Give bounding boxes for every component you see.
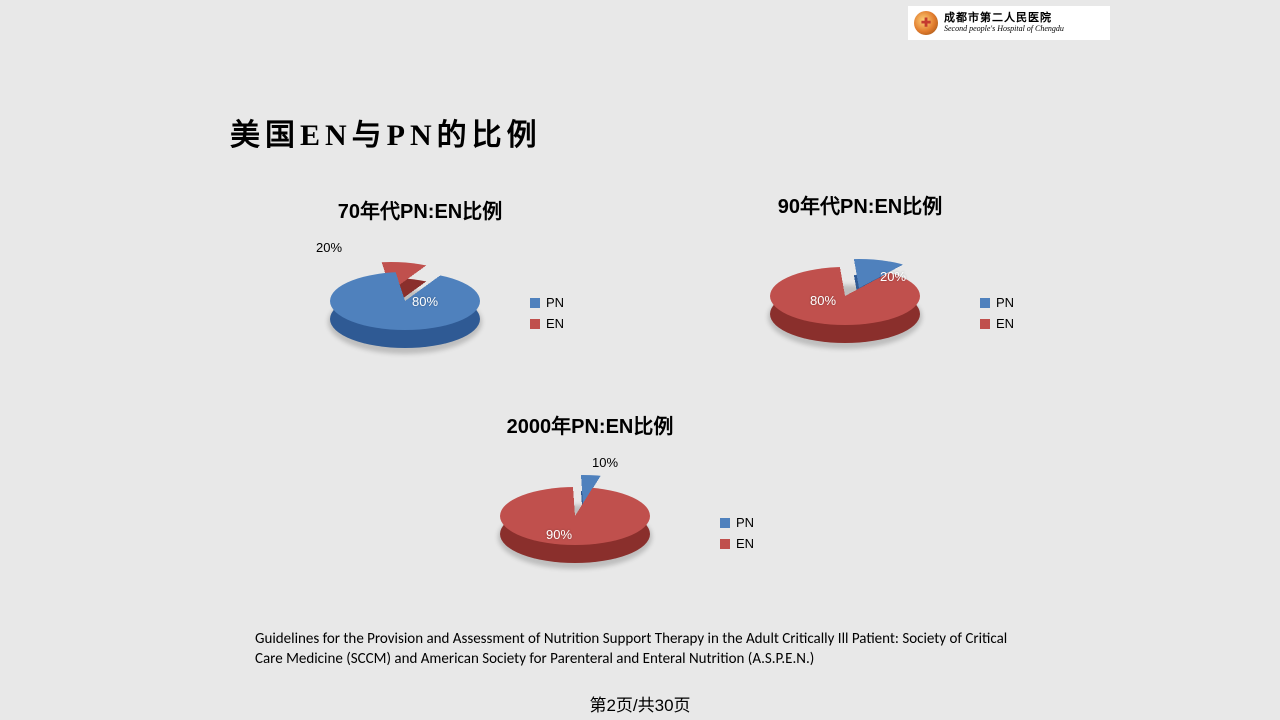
chart-2000: 2000年PN:EN比例 10% 90% (470, 410, 710, 577)
chart-2000-pn-label: 10% (592, 455, 618, 470)
chart-70s-pn-label: 80% (412, 294, 438, 309)
chart-70s: 70年代PN:EN比例 20% 80% (300, 195, 540, 362)
chart-90s-pn-label: 20% (880, 269, 906, 284)
logo-english: Second people's Hospital of Chengdu (944, 25, 1064, 33)
chart-90s-pie: 20% 80% (760, 237, 930, 357)
chart-90s: 90年代PN:EN比例 20% 80% (740, 190, 980, 357)
legend-en: EN (736, 536, 754, 551)
chart-70s-legend: PN EN (530, 295, 564, 337)
hospital-logo: 成都市第二人民医院 Second people's Hospital of Ch… (908, 6, 1110, 40)
chart-90s-legend: PN EN (980, 295, 1014, 337)
logo-chinese: 成都市第二人民医院 (944, 13, 1064, 25)
chart-2000-en-label: 90% (546, 527, 572, 542)
logo-text: 成都市第二人民医院 Second people's Hospital of Ch… (944, 13, 1064, 33)
legend-pn: PN (996, 295, 1014, 310)
chart-90s-title: 90年代PN:EN比例 (740, 190, 980, 219)
chart-2000-legend: PN EN (720, 515, 754, 557)
chart-2000-title: 2000年PN:EN比例 (470, 410, 710, 439)
slide-title: 美国EN与PN的比例 (230, 110, 542, 154)
legend-pn: PN (546, 295, 564, 310)
chart-70s-pie: 20% 80% (320, 242, 490, 362)
citation-text: Guidelines for the Provision and Assessm… (255, 630, 1025, 669)
chart-70s-en-label: 20% (316, 240, 342, 255)
page-indicator: 第2页/共30页 (589, 691, 690, 716)
legend-en: EN (546, 316, 564, 331)
chart-70s-title: 70年代PN:EN比例 (300, 195, 540, 224)
logo-badge-icon (914, 11, 938, 35)
legend-pn: PN (736, 515, 754, 530)
chart-90s-en-label: 80% (810, 293, 836, 308)
chart-2000-pie: 10% 90% (490, 457, 660, 577)
legend-en: EN (996, 316, 1014, 331)
